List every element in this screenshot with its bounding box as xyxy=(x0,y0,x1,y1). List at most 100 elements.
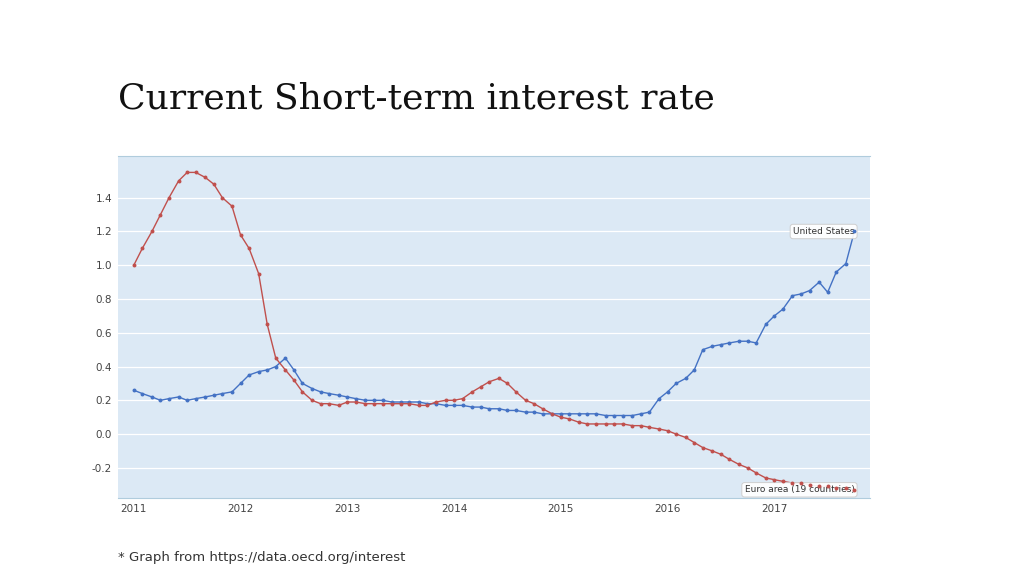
Point xyxy=(597,419,613,429)
Point xyxy=(828,483,845,492)
Point xyxy=(321,389,337,398)
Point xyxy=(401,397,418,407)
Point xyxy=(739,336,756,346)
Point xyxy=(535,404,551,414)
Point xyxy=(357,396,374,405)
Point xyxy=(580,419,596,429)
Point xyxy=(694,443,711,452)
Point xyxy=(481,404,498,414)
Point xyxy=(428,397,444,407)
Point xyxy=(187,168,204,177)
Text: Euro area (19 countries): Euro area (19 countries) xyxy=(744,486,854,494)
Point xyxy=(606,419,623,429)
Point xyxy=(784,291,801,300)
Point xyxy=(535,409,551,418)
Point xyxy=(819,482,836,491)
Point xyxy=(153,396,169,405)
Point xyxy=(739,463,756,472)
Point xyxy=(437,396,454,405)
Point xyxy=(588,419,604,429)
Point xyxy=(170,392,186,401)
Point xyxy=(375,399,391,408)
Point xyxy=(526,399,543,408)
Point xyxy=(419,399,435,408)
Point xyxy=(508,387,524,396)
Point xyxy=(614,419,631,429)
Point xyxy=(625,411,641,420)
Point xyxy=(232,379,249,388)
Point xyxy=(259,320,275,329)
Point xyxy=(517,396,534,405)
Point xyxy=(508,406,524,415)
Point xyxy=(597,411,613,420)
Point xyxy=(294,379,310,388)
Point xyxy=(267,354,284,363)
Point xyxy=(286,365,302,374)
Point xyxy=(802,480,818,490)
Point xyxy=(784,479,801,488)
Point xyxy=(490,374,507,383)
Point xyxy=(553,409,569,418)
Point xyxy=(766,475,782,484)
Point xyxy=(748,468,764,478)
Point xyxy=(224,387,241,396)
Point xyxy=(206,391,222,400)
Point xyxy=(445,396,462,405)
Point xyxy=(179,396,196,405)
Point xyxy=(161,394,177,403)
Point xyxy=(659,426,676,435)
Point xyxy=(214,389,230,398)
Point xyxy=(126,261,142,270)
Point xyxy=(793,479,809,488)
Point xyxy=(331,401,347,410)
Point xyxy=(561,409,578,418)
Point xyxy=(411,401,427,410)
Point xyxy=(633,409,649,418)
Point xyxy=(428,399,444,408)
Point xyxy=(606,411,623,420)
Point xyxy=(251,269,267,278)
Point xyxy=(455,394,471,403)
Point xyxy=(731,336,748,346)
Point xyxy=(214,193,230,202)
Point xyxy=(472,403,488,412)
Point xyxy=(705,342,721,351)
Point xyxy=(312,387,329,396)
Point xyxy=(437,401,454,410)
Point xyxy=(811,278,827,287)
Point xyxy=(500,406,516,415)
Point xyxy=(286,376,302,385)
Point xyxy=(384,397,400,407)
Point xyxy=(570,409,587,418)
Point xyxy=(651,394,668,403)
Point xyxy=(445,401,462,410)
Point xyxy=(331,391,347,400)
Point xyxy=(713,450,729,459)
Point xyxy=(197,392,213,401)
Point xyxy=(312,399,329,408)
Point xyxy=(713,340,729,349)
Point xyxy=(748,338,764,347)
Point xyxy=(544,409,560,418)
Point xyxy=(678,433,694,442)
Point xyxy=(651,425,668,434)
Point xyxy=(366,396,382,405)
Point xyxy=(472,382,488,392)
Point xyxy=(401,399,418,408)
Point xyxy=(686,365,702,374)
Point xyxy=(339,392,355,401)
Text: * Graph from https://data.oecd.org/interest: * Graph from https://data.oecd.org/inter… xyxy=(118,551,406,564)
Point xyxy=(641,423,657,432)
Point xyxy=(411,397,427,407)
Point xyxy=(526,408,543,417)
Point xyxy=(134,389,151,398)
Point xyxy=(846,227,862,236)
Point xyxy=(197,173,213,182)
Point xyxy=(668,379,684,388)
Point xyxy=(347,394,364,403)
Point xyxy=(392,397,409,407)
Point xyxy=(659,387,676,396)
Point xyxy=(641,408,657,417)
Point xyxy=(758,320,774,329)
Point xyxy=(267,362,284,371)
